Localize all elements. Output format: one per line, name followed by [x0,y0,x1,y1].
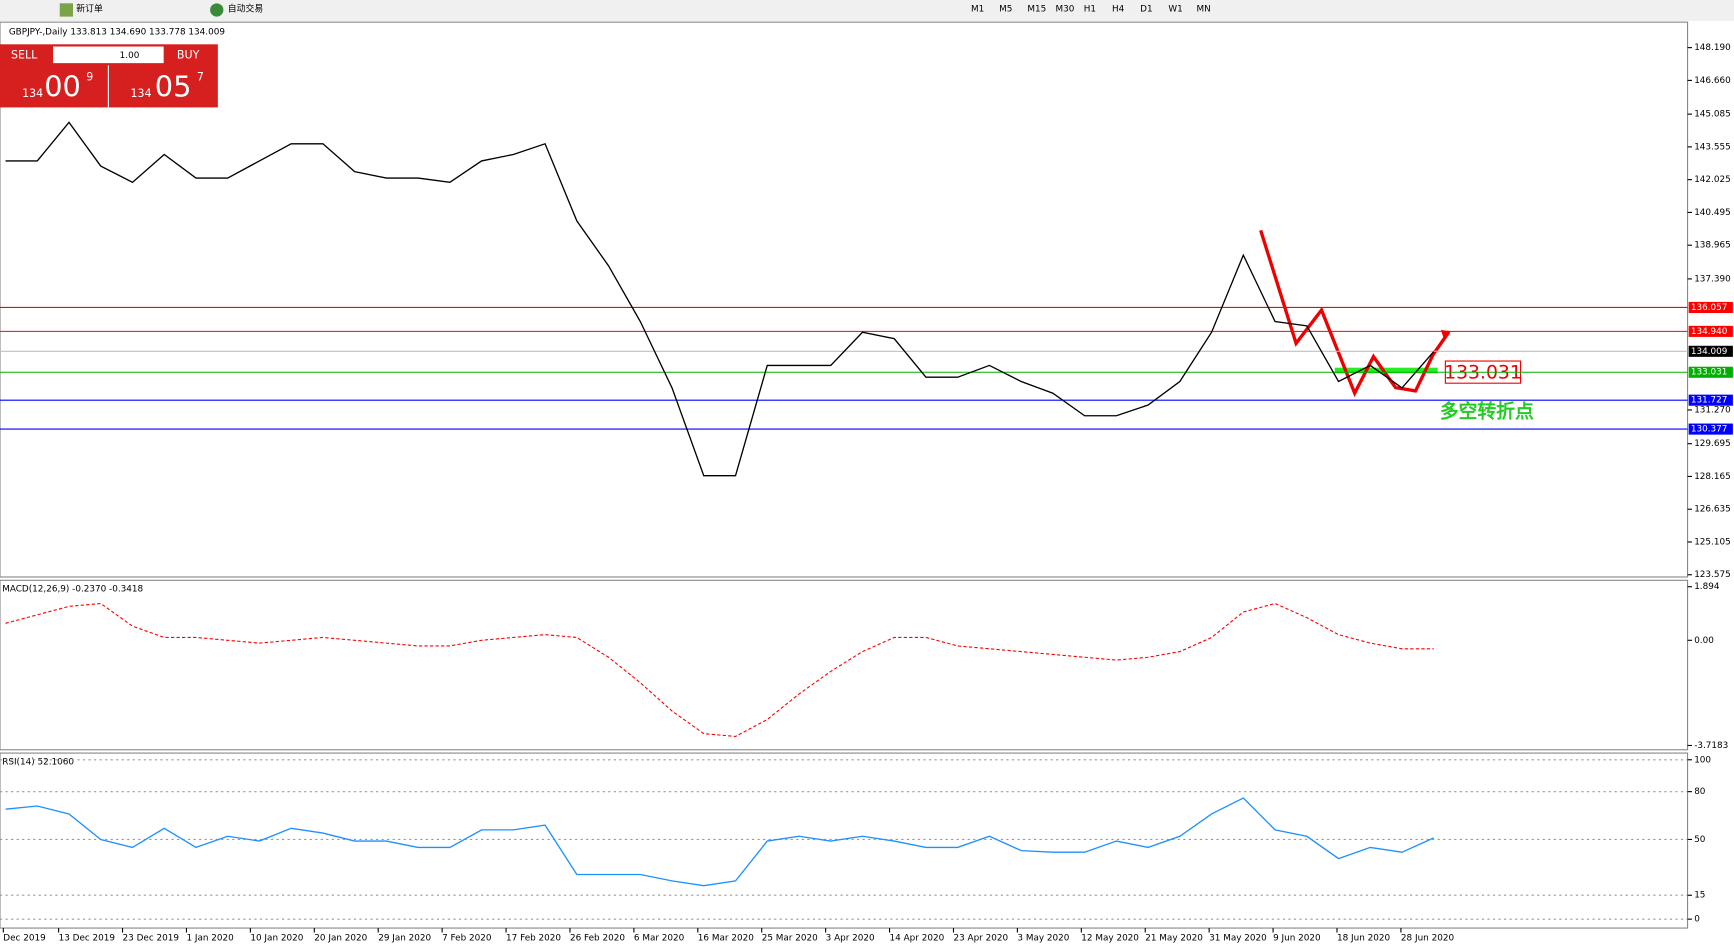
x-tick-label: 21 May 2020 [1145,934,1203,944]
buy-button[interactable]: BUY [177,48,200,61]
y-tick-label: 143.555 [1694,142,1731,152]
trend-sketch [1259,229,1451,398]
x-tick-label: 31 May 2020 [1209,934,1267,944]
x-tick-label: 28 Jun 2020 [1401,934,1455,944]
x-tick-label: 10 Jan 2020 [250,934,303,944]
trend-arrow [1440,330,1451,340]
y-tick-label: 123.575 [1694,570,1731,580]
ask-point[interactable]: 7 [197,71,204,84]
x-tick-label: 26 Feb 2020 [570,934,625,944]
timeframe-bar: M1 M5 M15 M30 H1 H4 D1 W1 MN [971,4,1211,14]
price-level-tag [1688,394,1733,406]
y-tick-label: 50 [1694,835,1706,845]
y-tick-label: 146.660 [1694,76,1731,86]
macd-panel [0,579,1689,751]
lots-value[interactable]: 1.00 [120,51,140,61]
y-tick-label: 0.00 [1694,636,1714,646]
timeframe-button[interactable]: M15 [1027,4,1046,14]
x-tick-label: 23 Apr 2020 [953,934,1008,944]
price-level-label: 136.057 [1691,303,1728,313]
macd-title: MACD(12,26,9) -0.2370 -0.3418 [2,585,143,595]
price-level-tag [1688,366,1733,378]
support-label: 133.031 [1444,363,1522,384]
price-level-label: 131.727 [1691,396,1728,406]
pivot-annotation: 多空转折点 [1440,399,1534,422]
new-order-icon[interactable] [59,3,73,17]
y-tick-label: -3.7183 [1694,741,1728,751]
bid-prefix[interactable]: 134 [22,87,43,100]
x-tick-label: 3 Apr 2020 [826,934,875,944]
y-tick-label: 80 [1694,787,1706,797]
x-tick-label: 16 Mar 2020 [698,934,754,944]
timeframe-button[interactable]: M5 [999,4,1012,14]
y-tick-label: 125.105 [1694,537,1731,547]
timeframe-button[interactable]: D1 [1140,4,1152,14]
bid-point[interactable]: 9 [86,71,93,84]
new-order-button[interactable]: 新订单 [76,2,103,14]
timeframe-button[interactable]: W1 [1168,4,1182,14]
timeframe-button[interactable]: H4 [1112,4,1125,14]
y-tick-label: 100 [1694,755,1711,765]
y-tick-label: 15 [1694,891,1705,901]
x-tick-label: 23 Dec 2019 [123,934,179,944]
price-level-label: 130.377 [1691,425,1728,435]
x-tick-label: 18 Jun 2020 [1337,934,1391,944]
timeframe-button[interactable]: H1 [1084,4,1096,14]
x-tick-label: 13 Dec 2019 [59,934,115,944]
chart-header: GBPJPY-,Daily 133.813 134.690 133.778 13… [9,28,225,38]
price-line [5,602,1434,738]
y-tick-label: 137.390 [1694,274,1731,284]
price-level-tag [1688,345,1733,357]
price-level-tag [1688,325,1733,337]
y-tick-label: 148.190 [1694,43,1731,53]
y-tick-label: 129.695 [1694,439,1731,449]
timeframe-button[interactable]: MN [1197,4,1211,14]
y-tick-label: 126.635 [1694,505,1731,515]
price-level-tag [1688,301,1733,313]
y-tick-label: 1.894 [1694,582,1720,592]
y-tick-label: 142.025 [1694,175,1731,185]
price-level-tag [1688,423,1733,435]
price-line [5,797,1435,887]
toolbar [0,0,1734,22]
x-tick-label: 29 Jan 2020 [378,934,431,944]
x-tick-label: 20 Jan 2020 [314,934,367,944]
price-level-label: 134.940 [1691,327,1728,337]
x-tick-label: 3 May 2020 [1017,934,1069,944]
y-tick-label: 138.965 [1694,241,1731,251]
x-tick-label: 6 Mar 2020 [634,934,685,944]
y-tick-label: 0 [1694,915,1700,925]
rsi-title: RSI(14) 52.1060 [2,757,74,767]
rsi-panel [0,752,1689,929]
x-tick-label: 9 Jun 2020 [1273,934,1321,944]
price-level-label: 133.031 [1691,368,1728,378]
timeframe-button[interactable]: M30 [1056,4,1075,14]
price-level-label: 134.009 [1691,347,1728,357]
main-chart [0,21,1689,578]
auto-trading-icon[interactable] [210,3,224,17]
bid-main[interactable]: 00 [44,70,81,104]
y-tick-label: 140.495 [1694,208,1731,218]
timeframe-button[interactable]: M1 [971,4,984,14]
x-tick-label: 1 Jan 2020 [186,934,234,944]
lots-input[interactable] [53,46,164,64]
x-tick-label: Dec 2019 [3,934,45,944]
support-bar [1334,367,1438,374]
sell-button[interactable]: SELL [11,48,38,61]
ask-prefix[interactable]: 134 [130,87,151,100]
auto-trading-button[interactable]: 自动交易 [228,2,263,14]
y-tick-label: 128.165 [1694,472,1731,482]
y-tick-label: 145.085 [1694,110,1731,120]
x-tick-label: 7 Feb 2020 [442,934,492,944]
x-tick-label: 25 Mar 2020 [762,934,818,944]
price-line [5,121,1435,477]
y-tick-label: 131.270 [1694,405,1731,415]
x-tick-label: 14 Apr 2020 [890,934,945,944]
x-tick-label: 17 Feb 2020 [506,934,561,944]
trade-panel: SELL 1.00 BUY 134 00 9 134 05 7 [0,44,218,108]
x-tick-label: 12 May 2020 [1081,934,1139,944]
ask-main[interactable]: 05 [155,70,192,104]
